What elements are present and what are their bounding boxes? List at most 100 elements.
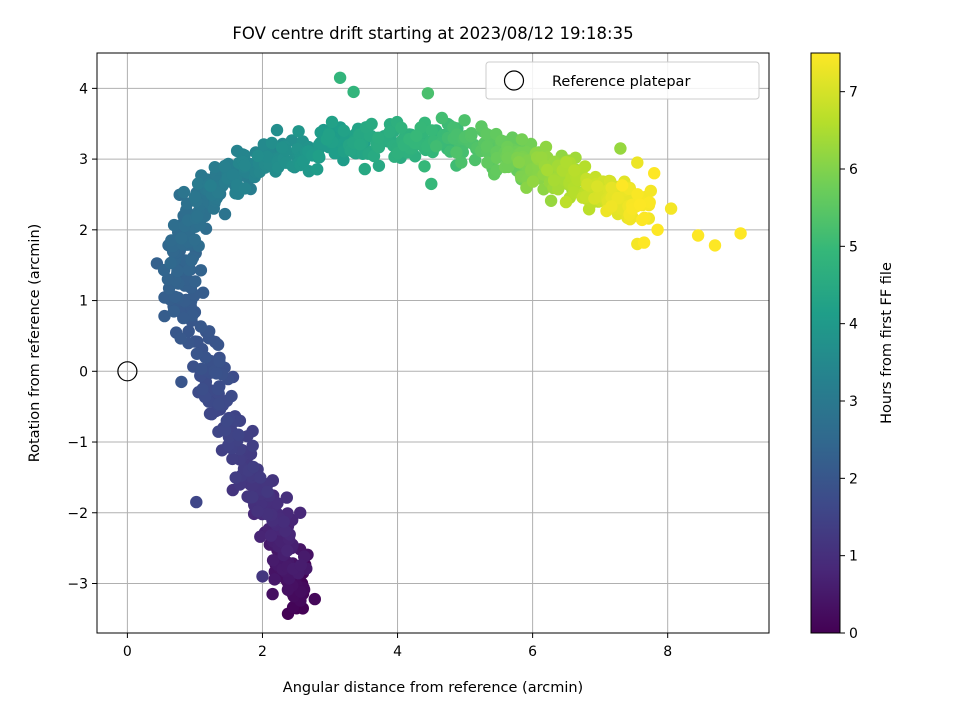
- colorbar-tick-label: 5: [849, 239, 858, 255]
- data-point: [560, 156, 573, 169]
- data-point: [271, 497, 284, 510]
- data-point: [468, 153, 482, 167]
- data-point: [480, 128, 493, 141]
- data-point: [251, 505, 264, 518]
- data-point: [191, 177, 205, 190]
- data-point: [383, 125, 396, 139]
- data-point: [333, 71, 347, 85]
- data-point: [512, 156, 526, 169]
- data-point: [190, 347, 204, 360]
- data-point: [175, 232, 188, 245]
- data-point: [611, 191, 624, 205]
- y-tick-label: 2: [79, 223, 88, 239]
- data-point: [633, 198, 647, 211]
- reference-platepar-marker: [117, 361, 138, 382]
- data-point: [515, 133, 529, 146]
- data-point: [568, 164, 581, 177]
- legend-marker-icon: [503, 70, 525, 91]
- data-point: [651, 223, 664, 236]
- data-point: [189, 275, 202, 288]
- data-point: [261, 507, 274, 521]
- data-point: [643, 196, 656, 209]
- data-point: [232, 428, 245, 441]
- data-point: [708, 239, 722, 252]
- data-point: [208, 161, 221, 174]
- data-point: [238, 182, 252, 195]
- colorbar-tick-label: 2: [849, 471, 858, 487]
- y-axis: −3 −2 −1 0 1 2 3 4: [67, 81, 97, 592]
- data-point: [372, 159, 386, 172]
- data-point: [637, 236, 651, 249]
- x-tick-label: 6: [528, 644, 537, 660]
- data-point: [734, 227, 747, 240]
- data-point: [205, 408, 218, 421]
- legend: Reference platepar: [485, 61, 760, 100]
- data-point: [292, 125, 305, 138]
- data-point: [238, 158, 252, 172]
- data-point: [182, 263, 196, 276]
- data-point: [691, 229, 705, 242]
- data-point: [425, 177, 438, 191]
- colorbar-tick-label: 0: [849, 626, 858, 642]
- data-point: [353, 138, 367, 151]
- data-point: [578, 160, 592, 173]
- data-point: [308, 592, 321, 606]
- data-point: [225, 389, 238, 403]
- data-point: [644, 184, 657, 198]
- data-point: [191, 209, 204, 223]
- data-point: [631, 188, 644, 201]
- data-point: [246, 439, 259, 452]
- data-point: [559, 195, 573, 209]
- colorbar-tick-label: 6: [849, 162, 858, 178]
- data-point: [211, 338, 225, 351]
- data-point: [635, 213, 649, 227]
- data-point: [648, 167, 661, 180]
- data-point: [481, 156, 494, 169]
- chart-title: FOV centre drift starting at 2023/08/12 …: [232, 24, 633, 43]
- data-points: [150, 71, 747, 620]
- data-point: [631, 156, 644, 169]
- data-point: [251, 149, 265, 163]
- data-point: [372, 131, 385, 144]
- data-point: [175, 375, 188, 389]
- data-point: [218, 423, 232, 437]
- data-point: [616, 179, 629, 192]
- data-point: [480, 140, 494, 153]
- data-point: [188, 190, 202, 204]
- colorbar-tick-label: 3: [849, 394, 858, 410]
- data-point: [177, 185, 191, 199]
- x-axis-label: Angular distance from reference (arcmin): [283, 680, 583, 696]
- data-point: [410, 129, 423, 143]
- data-point: [294, 506, 307, 519]
- data-point: [194, 320, 207, 333]
- data-point: [322, 128, 336, 141]
- data-point: [279, 524, 292, 538]
- data-point: [421, 87, 435, 100]
- data-point: [158, 291, 171, 304]
- data-point: [664, 202, 678, 215]
- colorbar: [810, 52, 841, 634]
- data-point: [296, 155, 310, 168]
- data-point: [212, 383, 225, 396]
- data-point: [605, 200, 618, 213]
- data-point: [218, 207, 232, 221]
- data-point: [490, 151, 504, 165]
- data-point: [254, 471, 267, 484]
- data-point: [218, 160, 232, 173]
- data-point: [418, 160, 431, 173]
- data-point: [204, 179, 217, 192]
- data-point: [581, 178, 594, 191]
- data-point: [167, 305, 181, 318]
- data-point: [265, 136, 279, 150]
- data-point: [167, 218, 181, 232]
- data-point: [210, 367, 223, 380]
- data-point: [544, 194, 558, 207]
- data-point: [277, 515, 290, 528]
- data-point: [614, 142, 627, 155]
- data-point: [196, 382, 209, 396]
- legend-box: [485, 61, 760, 100]
- x-tick-label: 4: [393, 644, 402, 660]
- data-point: [325, 115, 339, 129]
- data-point: [347, 85, 360, 99]
